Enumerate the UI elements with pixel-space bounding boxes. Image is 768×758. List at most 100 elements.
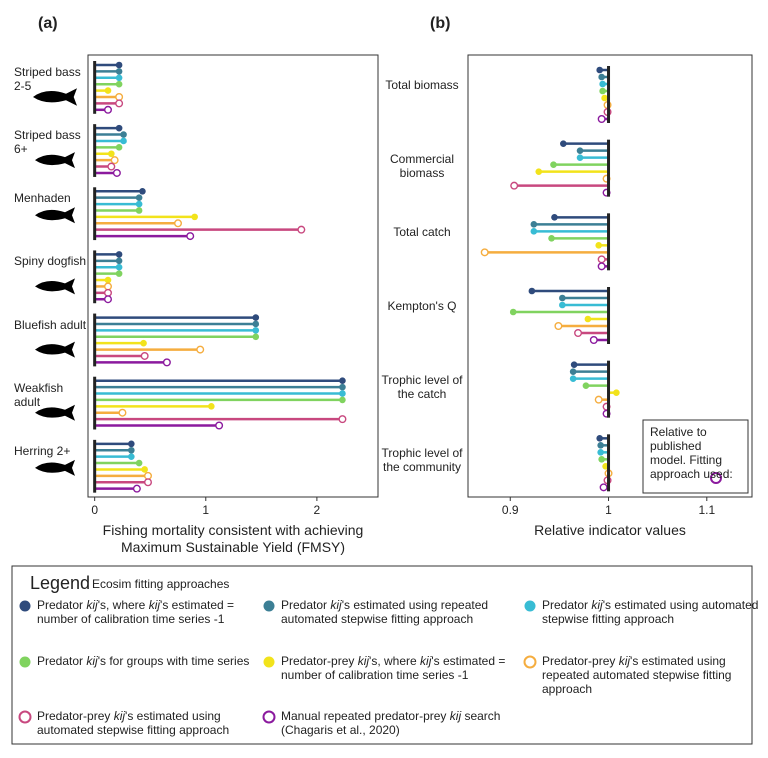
lollipop-head	[128, 446, 135, 454]
lollipop-head	[115, 263, 123, 271]
fish-icon	[33, 88, 77, 106]
x-axis-title: Fishing mortality consistent with achiev…	[102, 522, 364, 555]
category-label: Menhaden	[14, 191, 71, 206]
lollipop-head	[601, 94, 608, 102]
lollipop-head	[576, 154, 584, 161]
lollipop-head	[480, 248, 489, 257]
annotation: Relative to published model. Fitting app…	[650, 425, 733, 481]
lollipop-head	[115, 80, 123, 88]
lollipop-head	[599, 483, 608, 492]
lollipop-head	[107, 162, 116, 171]
lollipop-head	[135, 207, 143, 214]
lollipop-head	[559, 294, 566, 302]
lollipop-head	[115, 68, 123, 75]
lollipop-head	[252, 314, 260, 321]
category-label: Weakfish adult	[14, 380, 64, 409]
legend-marker	[524, 600, 536, 612]
plot-frame	[87, 54, 379, 498]
category-label: Striped bass 6+	[14, 128, 81, 157]
lollipop-head	[530, 228, 538, 235]
lollipop-head	[128, 453, 135, 460]
lollipop-head	[599, 80, 606, 88]
lollipop-head	[252, 327, 260, 334]
lollipop-head	[128, 440, 135, 448]
legend-marker	[18, 710, 32, 724]
legend-box	[11, 565, 753, 745]
x-tick-label: 0.9	[502, 503, 519, 517]
lollipop-head	[215, 421, 224, 430]
lollipop-head	[140, 351, 149, 360]
fish-icon	[35, 404, 75, 421]
lollipop-head	[599, 87, 606, 95]
lollipop-head	[196, 345, 205, 354]
annotation-box	[642, 419, 749, 494]
lollipop-head	[208, 403, 215, 410]
legend-marker	[262, 710, 276, 724]
lollipop-head	[162, 358, 171, 367]
lollipop-head	[596, 435, 603, 442]
lollipop-head	[135, 200, 143, 208]
lollipop-head	[598, 73, 605, 81]
fish-icon	[35, 207, 75, 224]
lollipop-head	[594, 395, 603, 404]
legend-label: Predator-prey kij's, where kij's estimat…	[281, 654, 506, 682]
lollipop-head	[115, 61, 123, 69]
lollipop-head	[141, 466, 148, 473]
legend-label: Predator-prey kij's estimated using auto…	[37, 709, 230, 737]
lollipop-head	[135, 194, 143, 201]
lollipop-head	[548, 235, 555, 242]
lollipop-head	[104, 87, 112, 94]
legend-marker	[263, 656, 275, 668]
legend-label: Predator kij's for groups with time seri…	[37, 654, 250, 668]
lollipop-head	[115, 270, 123, 277]
legend-subtitle: Ecosim fitting approaches	[92, 577, 229, 591]
lollipop-head	[132, 484, 141, 493]
lollipop-head	[103, 282, 112, 291]
lollipop-head	[528, 287, 536, 295]
category-label: Trophic level of the community	[381, 446, 463, 475]
lollipop-head	[589, 336, 598, 345]
legend-marker	[19, 600, 31, 612]
lollipop-head	[143, 471, 152, 480]
lollipop-head	[597, 449, 604, 456]
panel-label: (a)	[38, 15, 58, 32]
lollipop-head	[143, 478, 152, 487]
lollipop-head	[613, 389, 620, 396]
lollipop-head	[186, 232, 195, 241]
x-axis-title: Relative indicator values	[534, 522, 686, 538]
lollipop-head	[115, 144, 123, 151]
lollipop-head	[595, 242, 602, 249]
legend-label: Predator-prey kij's estimated using repe…	[542, 654, 732, 696]
x-tick-label: 1.1	[698, 503, 715, 517]
lollipop-head	[338, 415, 347, 424]
legend-marker	[523, 655, 537, 669]
lollipop-head	[118, 408, 127, 417]
legend-title: Legend	[30, 573, 90, 593]
lollipop-head	[598, 456, 605, 463]
category-label: Bluefish adult	[14, 317, 87, 332]
fish-icon	[35, 278, 75, 295]
lollipop-head	[339, 383, 346, 391]
lollipop-head	[509, 308, 517, 316]
category-label: Herring 2+	[14, 443, 71, 458]
lollipop-head	[297, 225, 306, 234]
category-label: Total biomass	[385, 77, 459, 92]
lollipop-head	[574, 329, 583, 338]
lollipop-head	[103, 105, 112, 114]
lollipop-head	[110, 156, 119, 165]
fish-icon	[35, 459, 75, 476]
lollipop-head	[559, 301, 566, 309]
lollipop-head	[139, 187, 146, 195]
lollipop-head	[339, 377, 346, 385]
lollipop-head	[115, 92, 124, 101]
lollipop-head	[115, 257, 123, 265]
lollipop-head	[104, 276, 112, 284]
lollipop-head	[535, 168, 543, 175]
fish-icon	[35, 152, 75, 169]
category-label: Striped bass 2-5	[14, 65, 81, 93]
lollipop-head	[252, 333, 260, 341]
lollipop-head	[135, 459, 143, 467]
legend-label: Predator kij's estimated using repeated …	[281, 598, 489, 626]
lollipop-head	[596, 66, 603, 74]
